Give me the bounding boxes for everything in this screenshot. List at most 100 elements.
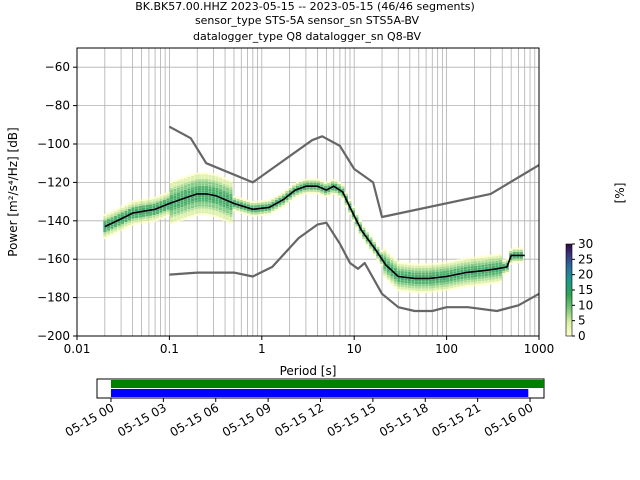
density-cell xyxy=(194,177,198,180)
density-cell xyxy=(320,179,324,183)
density-cell xyxy=(327,185,331,188)
density-cell xyxy=(215,178,219,182)
density-cell xyxy=(183,185,187,188)
density-cell xyxy=(390,262,394,265)
density-cell xyxy=(477,256,481,259)
density-cell xyxy=(162,213,166,216)
density-cell xyxy=(397,279,401,283)
density-cell xyxy=(446,284,450,287)
density-cell xyxy=(162,206,166,209)
density-cell xyxy=(498,280,502,283)
colorbar-tick-label: 30 xyxy=(578,237,593,251)
density-cell xyxy=(120,219,125,222)
colorbar-tick-label: 5 xyxy=(578,314,586,328)
density-cell xyxy=(411,274,415,277)
density-cell xyxy=(404,264,408,267)
density-cell xyxy=(201,208,205,212)
density-cell xyxy=(267,212,271,216)
density-cell xyxy=(379,252,383,255)
density-cell xyxy=(407,283,411,286)
density-cell xyxy=(201,181,205,184)
density-cell xyxy=(127,225,132,228)
density-cell xyxy=(243,207,247,211)
density-cell xyxy=(278,202,282,205)
density-cell xyxy=(484,262,488,265)
density-cell xyxy=(379,254,383,257)
density-cell xyxy=(348,210,352,213)
density-cell xyxy=(453,269,457,272)
density-cell xyxy=(484,264,488,267)
density-cell xyxy=(155,218,159,221)
density-cell xyxy=(117,223,121,226)
density-cell xyxy=(428,286,432,289)
density-cell xyxy=(169,187,173,191)
density-cell xyxy=(271,211,275,214)
density-cell xyxy=(292,194,296,197)
density-cell xyxy=(229,187,233,190)
density-cell xyxy=(484,259,488,263)
density-cell xyxy=(225,185,229,188)
density-cell xyxy=(190,198,194,202)
density-cell xyxy=(495,281,499,284)
density-cell xyxy=(477,283,481,286)
density-cell xyxy=(204,174,208,177)
density-cell xyxy=(446,263,450,266)
density-cell xyxy=(320,191,324,194)
density-cell xyxy=(288,199,292,202)
density-cell xyxy=(138,217,142,220)
density-cell xyxy=(134,204,139,207)
title-line-3: datalogger_type Q8 datalogger_sn Q8-BV xyxy=(193,30,421,43)
density-cell xyxy=(106,214,111,217)
density-cell xyxy=(229,205,233,208)
density-cell xyxy=(484,278,488,281)
density-cell xyxy=(386,272,390,276)
density-cell xyxy=(425,265,429,268)
density-cell xyxy=(397,289,401,292)
density-cell xyxy=(365,241,369,244)
density-cell xyxy=(488,280,492,283)
density-cell xyxy=(439,271,443,274)
density-cell xyxy=(334,181,338,184)
density-cell xyxy=(211,201,215,204)
density-cell xyxy=(432,274,436,277)
density-cell xyxy=(481,281,485,284)
density-cell xyxy=(484,282,488,286)
density-cell xyxy=(309,187,313,190)
density-cell xyxy=(330,181,334,184)
density-cell xyxy=(432,283,436,286)
density-cell xyxy=(106,219,111,222)
density-cell xyxy=(442,277,446,281)
density-cell xyxy=(127,208,132,212)
density-cell xyxy=(138,222,142,225)
density-cell xyxy=(222,193,226,196)
density-cell xyxy=(428,274,432,277)
density-cell xyxy=(250,205,254,208)
density-cell xyxy=(386,261,390,264)
density-cell xyxy=(393,286,397,289)
density-cell xyxy=(260,213,264,217)
density-cell xyxy=(180,207,184,210)
density-cell xyxy=(194,197,198,201)
density-cell xyxy=(131,202,135,205)
density-cell xyxy=(134,222,139,226)
density-cell xyxy=(187,193,191,196)
density-cell xyxy=(428,272,432,275)
density-cell xyxy=(512,251,516,255)
density-cell xyxy=(393,274,397,277)
density-cell xyxy=(120,207,125,211)
density-cell xyxy=(271,208,275,211)
density-cell xyxy=(470,273,474,276)
density-cell xyxy=(229,207,233,211)
density-cell xyxy=(474,268,478,271)
density-cell xyxy=(449,267,453,270)
x-tick-label: 10 xyxy=(347,342,362,356)
density-cell xyxy=(106,230,111,233)
density-cell xyxy=(313,189,317,192)
density-cell xyxy=(131,214,135,217)
density-cell xyxy=(369,234,373,238)
density-cell xyxy=(386,275,390,278)
density-cell xyxy=(460,262,464,266)
density-cell xyxy=(313,187,317,190)
colorbar-tick-label: 25 xyxy=(578,252,593,266)
density-cell xyxy=(152,205,156,209)
